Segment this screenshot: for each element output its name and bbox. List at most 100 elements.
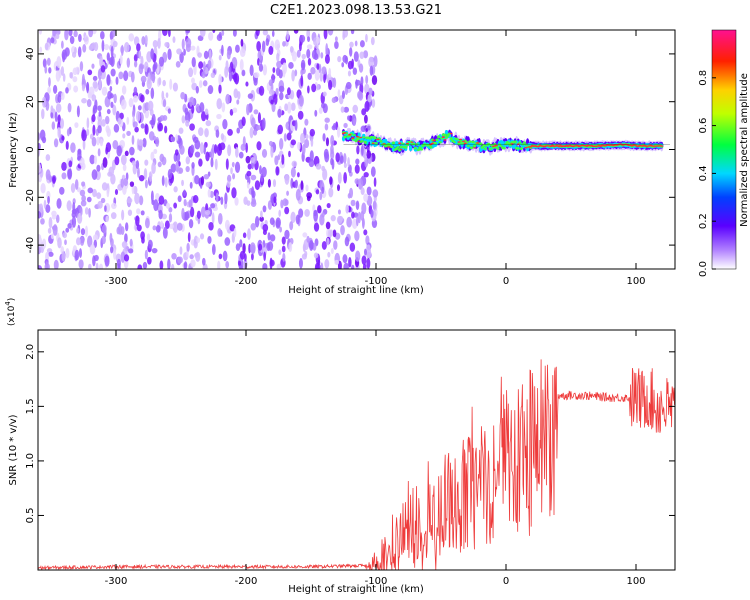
spectrogram-noise-point <box>247 163 252 170</box>
spectrogram-signal-point <box>463 142 467 145</box>
spectrogram-noise-point <box>201 71 206 79</box>
spectrogram-noise-point <box>347 192 351 199</box>
spectrogram-noise-point <box>97 148 101 157</box>
spectrogram-noise-point <box>330 134 335 147</box>
spectrogram-noise-point <box>76 227 80 234</box>
spectrogram-noise-point <box>336 126 341 138</box>
spectrogram-signal-point <box>419 148 424 151</box>
spectrogram-noise-point <box>199 102 205 113</box>
spectrogram-noise-point <box>360 76 364 86</box>
spectrogram-noise-point <box>234 197 239 206</box>
spectrogram-noise-point <box>40 218 45 225</box>
spectrogram-noise-point <box>196 210 201 220</box>
spectrogram-noise-point <box>370 36 375 46</box>
spectrogram-noise-point <box>250 244 256 255</box>
spectrogram-noise-point <box>152 225 157 231</box>
spectrogram-noise-point <box>324 123 329 131</box>
spectrogram-noise-point <box>275 166 280 176</box>
spectrogram-noise-point <box>168 213 173 223</box>
spectrogram-signal-point <box>362 136 366 139</box>
spectrogram-noise-point <box>274 39 280 51</box>
spectrogram-noise-point <box>115 76 119 85</box>
spectrogram-noise-point <box>265 38 270 46</box>
spectrogram-signal-point <box>359 137 363 139</box>
spectrogram-noise-point <box>239 59 244 71</box>
spectrogram-y-axis-label: Frequency (Hz) <box>8 112 19 188</box>
spectrogram-noise-point <box>351 211 355 219</box>
spectrogram-noise-point <box>188 219 194 229</box>
spectrogram-noise-point <box>262 64 268 76</box>
spectrogram-noise-point <box>181 179 184 187</box>
spectrogram-noise-point <box>123 70 129 82</box>
spectrogram-noise-point <box>51 121 56 130</box>
spectrogram-noise-point <box>306 44 313 50</box>
spectrogram-noise-point <box>76 105 80 118</box>
spectrogram-noise-point <box>232 107 238 113</box>
spectrogram-noise-point <box>294 119 298 132</box>
spectrogram-signal-point <box>444 136 449 139</box>
spectrogram-noise-point <box>196 237 201 244</box>
spectrogram-noise-point <box>316 84 320 91</box>
spectrogram-noise-point <box>321 186 325 194</box>
spectrogram-noise-point <box>162 30 168 37</box>
spectrogram-noise-point <box>233 88 239 99</box>
spectrogram-noise-point <box>136 224 142 232</box>
spectrogram-noise-point <box>256 141 262 151</box>
spectrogram-noise-point <box>267 232 271 241</box>
spectrogram-noise-point <box>198 80 203 88</box>
spectrogram-noise-point <box>257 112 262 124</box>
spectrogram-signal-point <box>437 135 441 139</box>
spectrogram-noise-point <box>175 60 181 68</box>
spectrogram-noise-point <box>254 216 260 228</box>
spectrogram-noise-point <box>183 198 187 207</box>
spectrogram-noise-point <box>185 166 190 173</box>
spectrogram-noise-point <box>178 127 184 135</box>
spectrogram-noise-point <box>241 69 246 77</box>
spectrogram-signal-point <box>524 147 528 149</box>
spectrogram-signal-point <box>348 133 352 136</box>
spectrogram-noise-point <box>268 79 273 87</box>
spectrogram-noise-point <box>291 69 295 82</box>
spectrogram-noise-point <box>186 242 190 252</box>
spectrogram-noise-point <box>261 148 268 158</box>
spectrogram-noise-point <box>208 31 214 41</box>
spectrogram-noise-point <box>167 168 173 180</box>
spectrogram-noise-point <box>317 205 322 214</box>
spectrogram-signal-point <box>352 133 357 137</box>
spectrogram-noise-point <box>45 100 50 111</box>
spectrogram-noise-point <box>117 117 122 125</box>
spectrogram-noise-point <box>323 72 326 84</box>
spectrogram-noise-point <box>101 86 108 96</box>
spectrogram-noise-point <box>47 86 51 94</box>
spectrogram-noise-point <box>185 37 192 48</box>
spectrogram-noise-point <box>197 105 200 112</box>
spectrogram-noise-point <box>356 145 360 155</box>
spectrogram-noise-point <box>144 249 148 260</box>
spectrogram-noise-point <box>110 173 116 185</box>
spectrogram-signal-point <box>519 147 523 150</box>
spectrogram-noise-point <box>188 67 194 78</box>
spectrogram-noise-point <box>110 237 114 247</box>
spectrogram-noise-point <box>296 49 301 58</box>
spectrogram-noise-point <box>59 186 65 195</box>
spectrogram-noise-point <box>136 110 141 122</box>
spectrogram-noise-point <box>56 56 62 68</box>
spectrogram-signal-point <box>429 145 433 149</box>
spectrogram-noise-point <box>157 37 161 49</box>
spectrogram-noise-point <box>51 225 58 231</box>
spectrogram-noise-point <box>100 197 106 204</box>
spectrogram-noise-point <box>249 64 254 77</box>
spectrogram-noise-point <box>111 202 117 210</box>
spectrogram-noise-point <box>191 105 195 114</box>
spectrogram-noise-point <box>281 236 286 245</box>
spectrogram-noise-point <box>167 108 171 114</box>
spectrogram-noise-point <box>256 124 261 131</box>
spectrogram-noise-point <box>347 60 353 70</box>
spectrogram-noise-point <box>125 222 129 232</box>
spectrogram-signal-point <box>513 140 517 144</box>
spectrogram-noise-point <box>373 55 378 68</box>
spectrogram-noise-point <box>277 124 284 135</box>
spectrogram-noise-point <box>150 151 155 161</box>
spectrogram-noise-point <box>200 206 206 218</box>
spectrogram-noise-point <box>70 182 76 194</box>
